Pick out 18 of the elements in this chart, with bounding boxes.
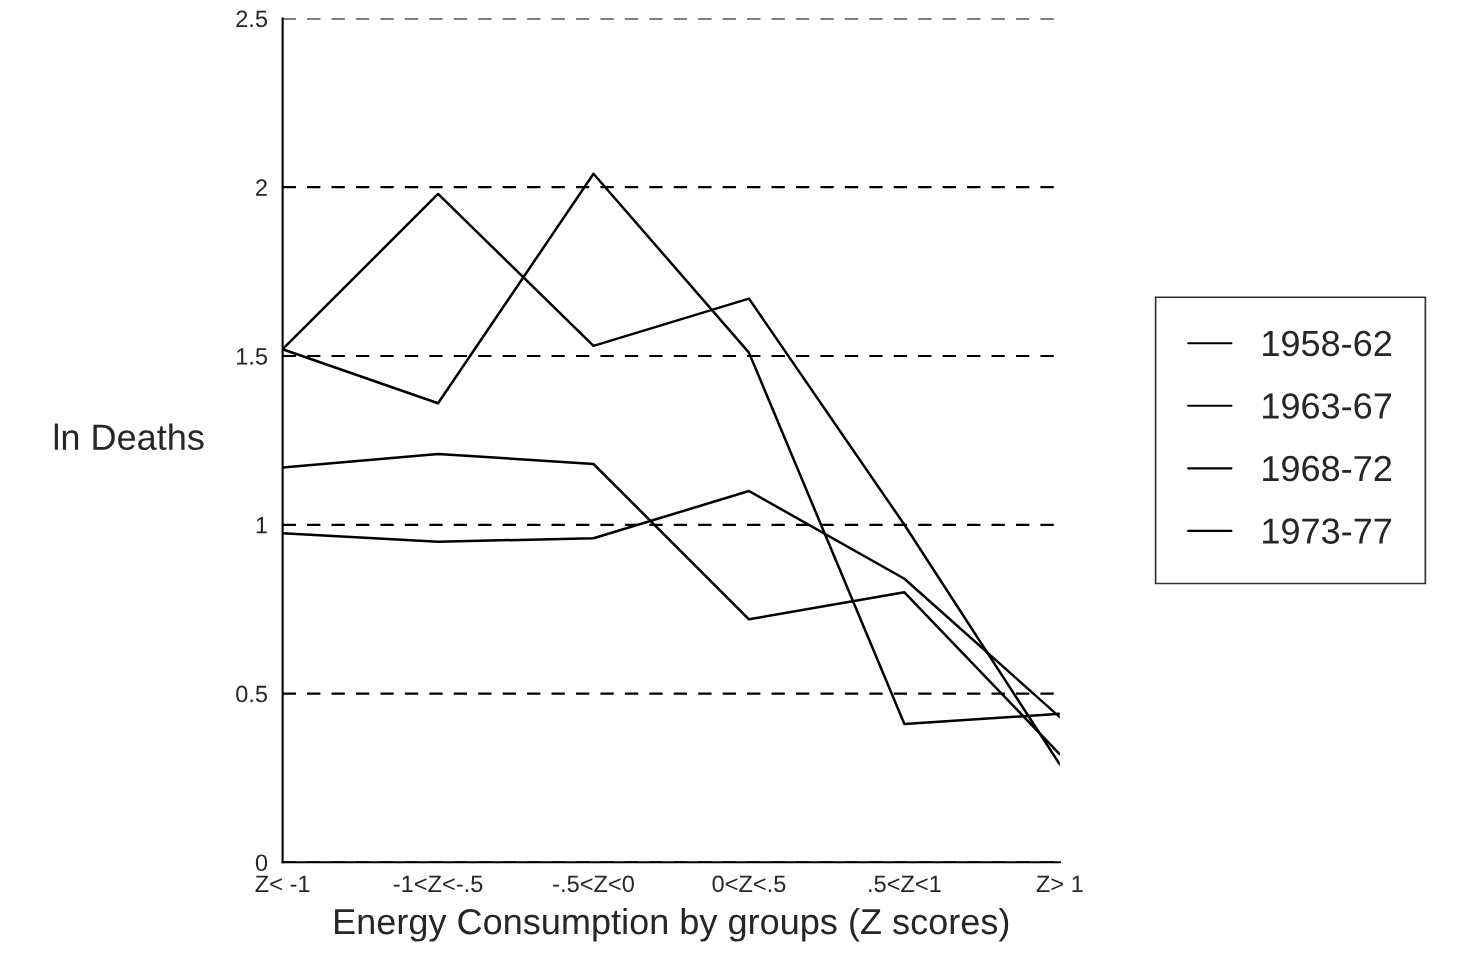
y-tick-label: 1 <box>256 517 267 534</box>
y-tick-label: 0 <box>255 854 268 872</box>
y-tick-label: 2 <box>256 179 267 196</box>
x-tick-label: -.5<Z<0 <box>553 875 634 893</box>
x-tick-label: Z< -1 <box>255 875 310 892</box>
y-tick-label: 1.5 <box>237 348 268 365</box>
legend-label: 1958-62 <box>1263 330 1392 357</box>
y-axis-title: ln Deaths <box>54 423 204 451</box>
x-tick-label: 0<Z<.5 <box>712 875 786 893</box>
x-tick-label: -1<Z<-.5 <box>393 875 483 893</box>
y-tick-label: 2.5 <box>236 10 268 28</box>
x-tick-label: .5<Z<1 <box>869 875 941 893</box>
x-axis-title: Energy Consumption by groups (Z scores) <box>335 907 1009 942</box>
y-tick-label: 0.5 <box>236 685 268 703</box>
legend-label: 1968-72 <box>1263 455 1392 482</box>
legend-label: 1963-67 <box>1263 393 1392 419</box>
legend-label: 1973-77 <box>1263 518 1392 544</box>
x-tick-label: Z> 1 <box>1036 875 1083 892</box>
